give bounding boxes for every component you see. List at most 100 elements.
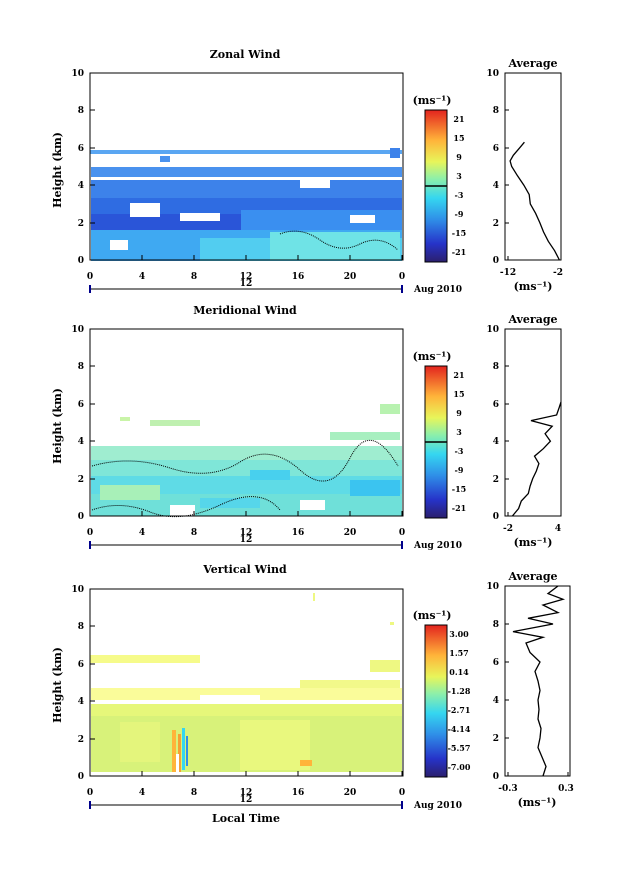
date-label: 12 xyxy=(240,535,253,545)
x-ticks xyxy=(89,771,403,776)
colorbar-tick: 21 xyxy=(453,370,464,380)
y-tick-label: 2 xyxy=(78,475,84,485)
avg-y-tick: 2 xyxy=(493,475,499,485)
date-suffix: Aug 2010 xyxy=(413,801,462,811)
average-line xyxy=(512,585,566,777)
avg-x-tick: -0.3 xyxy=(498,784,517,794)
y-tick-label: 6 xyxy=(78,660,84,670)
x-tick-label: 0 xyxy=(399,528,405,538)
colorbar-unit: (ms⁻¹) xyxy=(413,94,452,107)
x-tick-label: 16 xyxy=(292,788,305,798)
colorbar-tick: 3 xyxy=(456,171,462,181)
average-title: Average xyxy=(507,57,557,70)
colorbar-tick: 9 xyxy=(456,408,462,418)
y-ticks xyxy=(90,72,95,261)
avg-y-tick: 0 xyxy=(493,256,499,266)
y-tick-label: 8 xyxy=(78,622,84,632)
avg-y-tick: 10 xyxy=(486,325,499,335)
panel-meridional-wind: Meridional Wind 0 4 xyxy=(51,304,562,551)
x-tick-label: 8 xyxy=(191,272,197,282)
colorbar-tick: 15 xyxy=(453,133,464,143)
colorbar-tick: -9 xyxy=(455,465,464,475)
average-profile: Average 0 2 4 6 8 10 -12 -2 (ms⁻¹) xyxy=(486,57,563,293)
y-tick-label: 4 xyxy=(78,181,84,191)
y-axis-label: Height (km) xyxy=(51,388,64,464)
colorbar-tick: 15 xyxy=(453,389,464,399)
avg-y-tick: 8 xyxy=(493,620,499,630)
x-tick-label: 20 xyxy=(344,528,357,538)
avg-y-tick: 10 xyxy=(486,69,499,79)
colorbar-tick: -5.57 xyxy=(448,743,471,753)
average-line xyxy=(511,401,562,517)
x-tick-label: 0 xyxy=(399,272,405,282)
chart-title: Vertical Wind xyxy=(202,563,287,576)
date-bar: 12 Aug 2010 xyxy=(89,279,462,295)
avg-x-tick: 4 xyxy=(555,524,561,534)
avg-y-tick: 4 xyxy=(493,181,499,191)
date-suffix: Aug 2010 xyxy=(413,285,462,295)
heatmap-field xyxy=(90,148,402,261)
average-profile: Average 0 2 4 6 8 10 -0.3 0.3 (ms⁻¹) xyxy=(486,570,573,809)
x-axis: 0 4 8 12 16 20 0 xyxy=(87,771,405,798)
avg-y-tick: 10 xyxy=(486,582,499,592)
average-line xyxy=(509,141,560,261)
y-axis-label: Height (km) xyxy=(51,647,64,723)
colorbar-unit: (ms⁻¹) xyxy=(413,609,452,622)
y-tick-label: 4 xyxy=(78,437,84,447)
panel-zonal-wind: Zonal Wind 0 4 8 xyxy=(51,48,563,295)
avg-y-tick: 6 xyxy=(493,144,499,154)
avg-x-label: (ms⁻¹) xyxy=(518,796,557,809)
y-axis-label: Height (km) xyxy=(51,132,64,208)
x-tick-label: 4 xyxy=(139,528,145,538)
avg-y-tick: 0 xyxy=(493,512,499,522)
avg-x-tick: -2 xyxy=(553,268,563,278)
avg-x-label: (ms⁻¹) xyxy=(514,280,553,293)
x-tick-label: 16 xyxy=(292,272,305,282)
x-tick-label: 12 xyxy=(240,272,253,282)
avg-y-tick: 6 xyxy=(493,400,499,410)
avg-y-tick: 4 xyxy=(493,696,499,706)
x-tick-label: 0 xyxy=(87,788,93,798)
x-tick-label: 12 xyxy=(240,788,253,798)
average-profile: Average 0 2 4 6 8 10 -2 4 (ms⁻¹) xyxy=(486,313,562,549)
y-tick-label: 10 xyxy=(71,325,84,335)
avg-x-label: (ms⁻¹) xyxy=(514,536,553,549)
y-tick-label: 8 xyxy=(78,362,84,372)
x-tick-label: 8 xyxy=(191,528,197,538)
heatmap-field xyxy=(90,593,402,772)
avg-y-tick: 8 xyxy=(493,106,499,116)
colorbar-tick: 1.57 xyxy=(449,648,468,658)
colorbar-tick: 3 xyxy=(456,427,462,437)
colorbar-tick: 3.00 xyxy=(449,629,469,639)
avg-y-tick: 6 xyxy=(493,658,499,668)
colorbar-tick: -9 xyxy=(455,209,464,219)
x-ticks xyxy=(89,255,403,260)
colorbar: (ms⁻¹) 21 15 9 3 -3 -9 -15 -21 xyxy=(413,350,466,519)
colorbar-tick: 0.14 xyxy=(449,667,469,677)
colorbar-tick: -21 xyxy=(452,247,466,257)
y-tick-label: 10 xyxy=(71,585,84,595)
colorbar-tick: 9 xyxy=(456,152,462,162)
colorbar-unit: (ms⁻¹) xyxy=(413,350,452,363)
heatmap-field xyxy=(91,404,402,518)
y-tick-label: 4 xyxy=(78,697,84,707)
date-bar: 12 Aug 2010 xyxy=(89,535,462,551)
colorbar: (ms⁻¹) 3.00 1.57 0.14 -1.28 -2.71 -4.14 … xyxy=(413,609,471,778)
x-axis: 0 4 8 12 16 20 0 xyxy=(87,255,405,282)
avg-y-tick: 8 xyxy=(493,362,499,372)
colorbar-tick: -1.28 xyxy=(448,686,471,696)
avg-y-tick: 2 xyxy=(493,219,499,229)
y-axis: 0 2 4 6 8 10 Height (km) xyxy=(51,325,95,522)
colorbar-tick: 21 xyxy=(453,114,464,124)
y-tick-label: 8 xyxy=(78,106,84,116)
date-label: 12 xyxy=(240,795,253,805)
panel-vertical-wind: Vertical Wind 0 4 8 xyxy=(51,563,574,825)
y-ticks xyxy=(90,328,95,517)
y-tick-label: 0 xyxy=(78,772,84,782)
x-tick-label: 8 xyxy=(191,788,197,798)
x-tick-label: 0 xyxy=(399,788,405,798)
x-tick-label: 20 xyxy=(344,272,357,282)
average-title: Average xyxy=(507,313,557,326)
avg-y-tick: 2 xyxy=(493,734,499,744)
colorbar-tick: -15 xyxy=(452,484,466,494)
